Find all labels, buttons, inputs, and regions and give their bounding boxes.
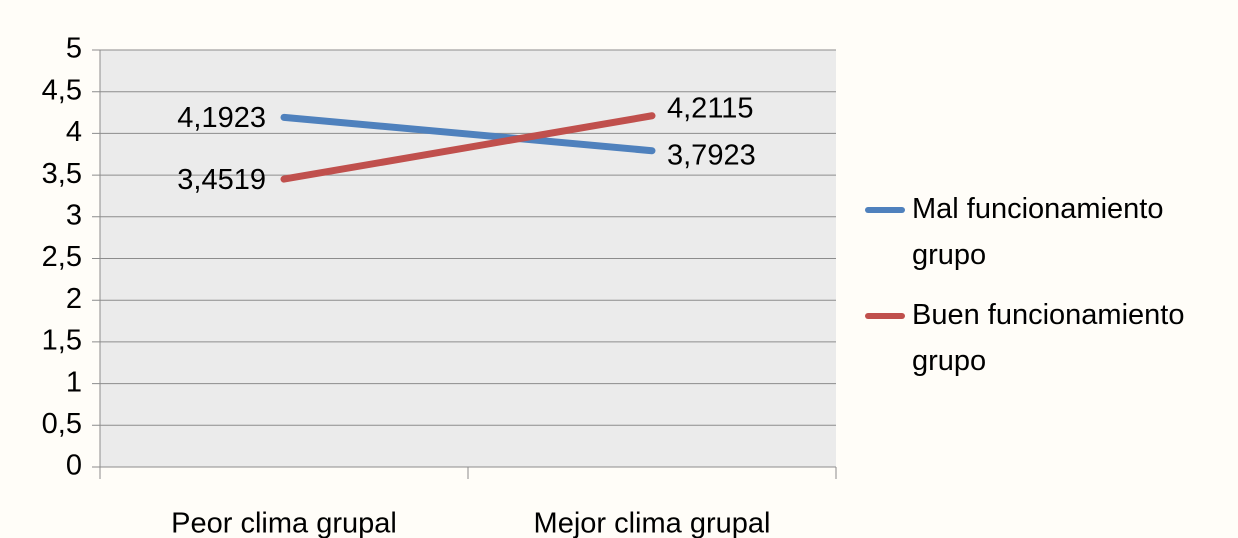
legend-item: Mal funcionamiento grupo — [865, 186, 1238, 278]
legend-swatch — [865, 313, 905, 319]
data-label: 3,4519 — [177, 164, 266, 196]
y-tick-label: 1,5 — [42, 325, 82, 357]
x-tick-label: Mejor clima grupal — [534, 508, 771, 538]
y-tick-label: 4 — [66, 116, 82, 148]
y-tick-label: 2 — [66, 283, 82, 315]
series-line — [280, 112, 656, 183]
legend-item: Buen funcionamiento grupo — [865, 292, 1238, 384]
y-tick-label: 1 — [66, 366, 82, 398]
data-label: 4,2115 — [667, 92, 754, 124]
y-tick-label: 5 — [66, 33, 82, 65]
y-tick-label: 4,5 — [42, 74, 82, 106]
data-label: 3,7923 — [667, 139, 756, 171]
x-tick-label: Peor clima grupal — [171, 508, 397, 538]
legend-label: Mal funcionamiento grupo — [912, 193, 1164, 271]
legend-swatch — [865, 207, 905, 213]
legend: Mal funcionamiento grupo Buen funcionamie… — [865, 186, 1238, 398]
series-line — [280, 113, 656, 155]
y-tick-label: 2,5 — [42, 241, 82, 273]
legend-label: Buen funcionamiento grupo — [912, 299, 1185, 377]
data-label: 4,1923 — [177, 102, 266, 134]
y-tick-label: 3 — [66, 199, 82, 231]
y-tick-label: 3,5 — [42, 158, 82, 190]
y-tick-label: 0,5 — [42, 408, 82, 440]
y-tick-label: 0 — [66, 450, 82, 482]
